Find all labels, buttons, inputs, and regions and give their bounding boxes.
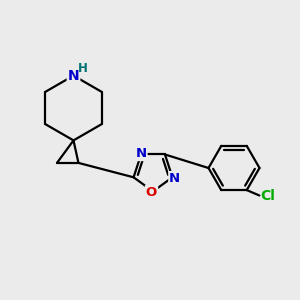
Text: N: N [169,172,180,185]
Text: Cl: Cl [260,189,275,203]
Text: H: H [78,61,87,75]
Text: N: N [135,147,147,160]
Text: O: O [146,186,157,199]
Text: N: N [68,69,79,82]
